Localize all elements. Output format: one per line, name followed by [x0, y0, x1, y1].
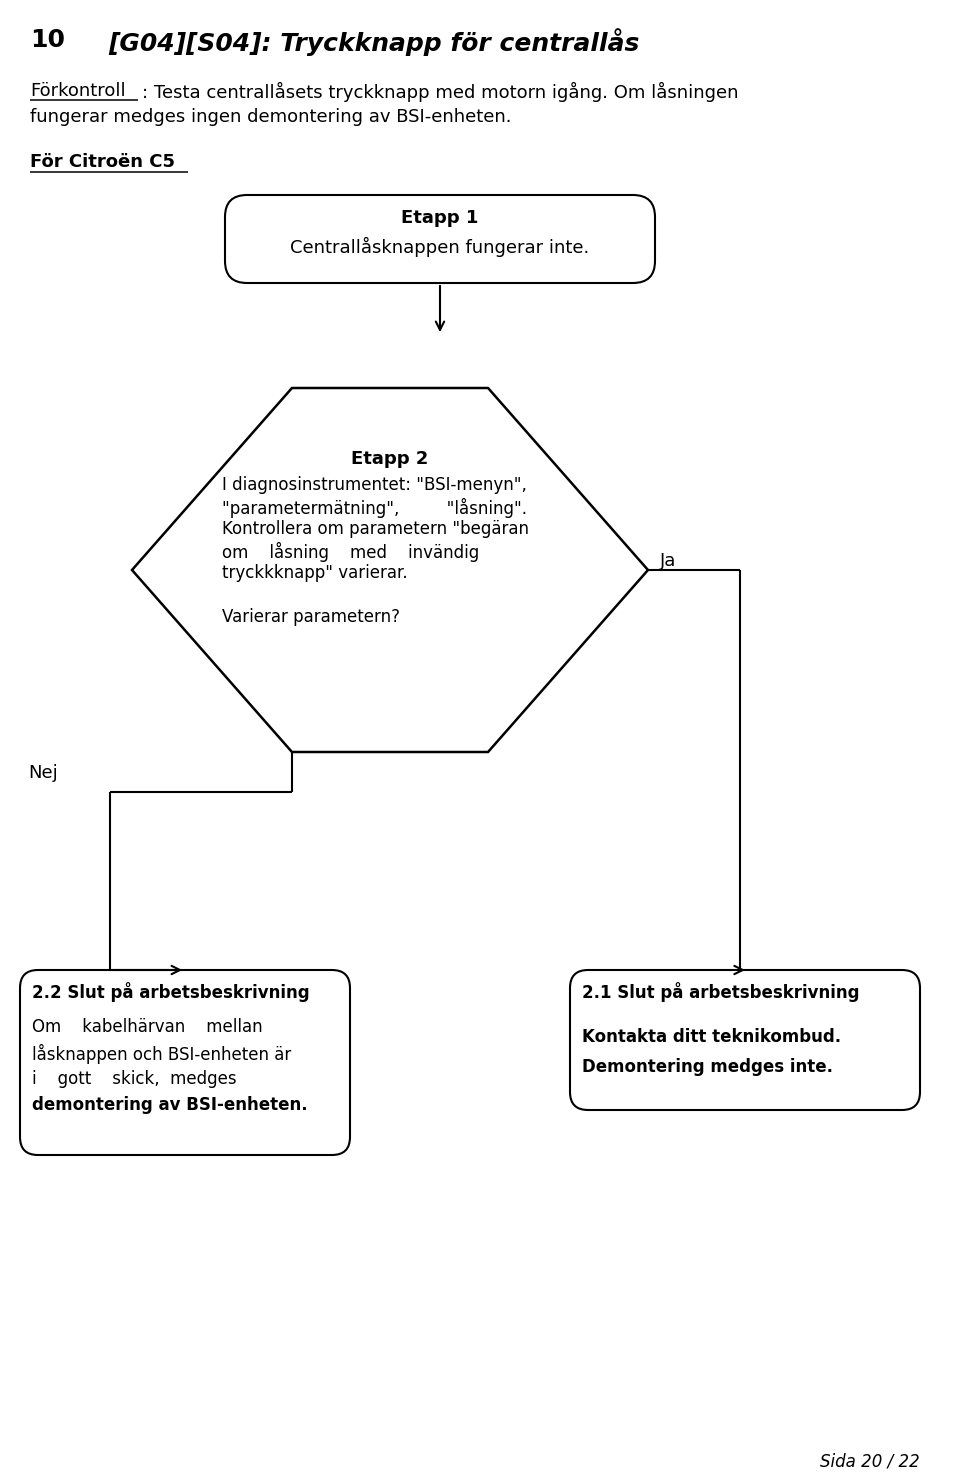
Text: Sida 20 / 22: Sida 20 / 22: [820, 1452, 920, 1470]
FancyBboxPatch shape: [20, 970, 350, 1155]
Text: I diagnosinstrumentet: "BSI-menyn",: I diagnosinstrumentet: "BSI-menyn",: [222, 476, 527, 494]
Text: fungerar medges ingen demontering av BSI-enheten.: fungerar medges ingen demontering av BSI…: [30, 108, 512, 126]
Text: Centrallåsknappen fungerar inte.: Centrallåsknappen fungerar inte.: [290, 237, 589, 257]
Text: 2.2 Slut på arbetsbeskrivning: 2.2 Slut på arbetsbeskrivning: [32, 982, 310, 1001]
Text: : Testa centrallåsets tryckknapp med motorn igång. Om låsningen: : Testa centrallåsets tryckknapp med mot…: [142, 81, 738, 102]
Text: Förkontroll: Förkontroll: [30, 81, 126, 101]
Text: Kontakta ditt teknikombud.: Kontakta ditt teknikombud.: [582, 1028, 841, 1046]
Text: Om    kabelhärvan    mellan: Om kabelhärvan mellan: [32, 1018, 263, 1035]
Text: om    låsning    med    invändig: om låsning med invändig: [222, 541, 479, 562]
Text: 10: 10: [30, 28, 65, 52]
Text: Ja: Ja: [660, 552, 677, 569]
FancyBboxPatch shape: [570, 970, 920, 1111]
Text: För Citroën C5: För Citroën C5: [30, 152, 175, 172]
Text: låsknappen och BSI-enheten är: låsknappen och BSI-enheten är: [32, 1044, 291, 1063]
Text: [G04][S04]: Tryckknapp för centrallås: [G04][S04]: Tryckknapp för centrallås: [108, 28, 639, 56]
Polygon shape: [132, 387, 648, 751]
Text: tryckkknapp" varierar.: tryckkknapp" varierar.: [222, 563, 408, 583]
FancyBboxPatch shape: [225, 195, 655, 282]
Text: Demontering medges inte.: Demontering medges inte.: [582, 1057, 833, 1077]
Text: Varierar parametern?: Varierar parametern?: [222, 608, 400, 626]
Text: 2.1 Slut på arbetsbeskrivning: 2.1 Slut på arbetsbeskrivning: [582, 982, 859, 1001]
Text: Nej: Nej: [28, 765, 58, 782]
Text: Kontrollera om parametern "begäran: Kontrollera om parametern "begäran: [222, 521, 529, 538]
Text: Etapp 2: Etapp 2: [351, 450, 429, 467]
Text: "parametermätning",         "låsning".: "parametermätning", "låsning".: [222, 498, 527, 518]
Text: demontering av BSI-enheten.: demontering av BSI-enheten.: [32, 1096, 307, 1114]
Text: Etapp 1: Etapp 1: [401, 209, 479, 226]
Text: i    gott    skick,  medges: i gott skick, medges: [32, 1069, 236, 1089]
